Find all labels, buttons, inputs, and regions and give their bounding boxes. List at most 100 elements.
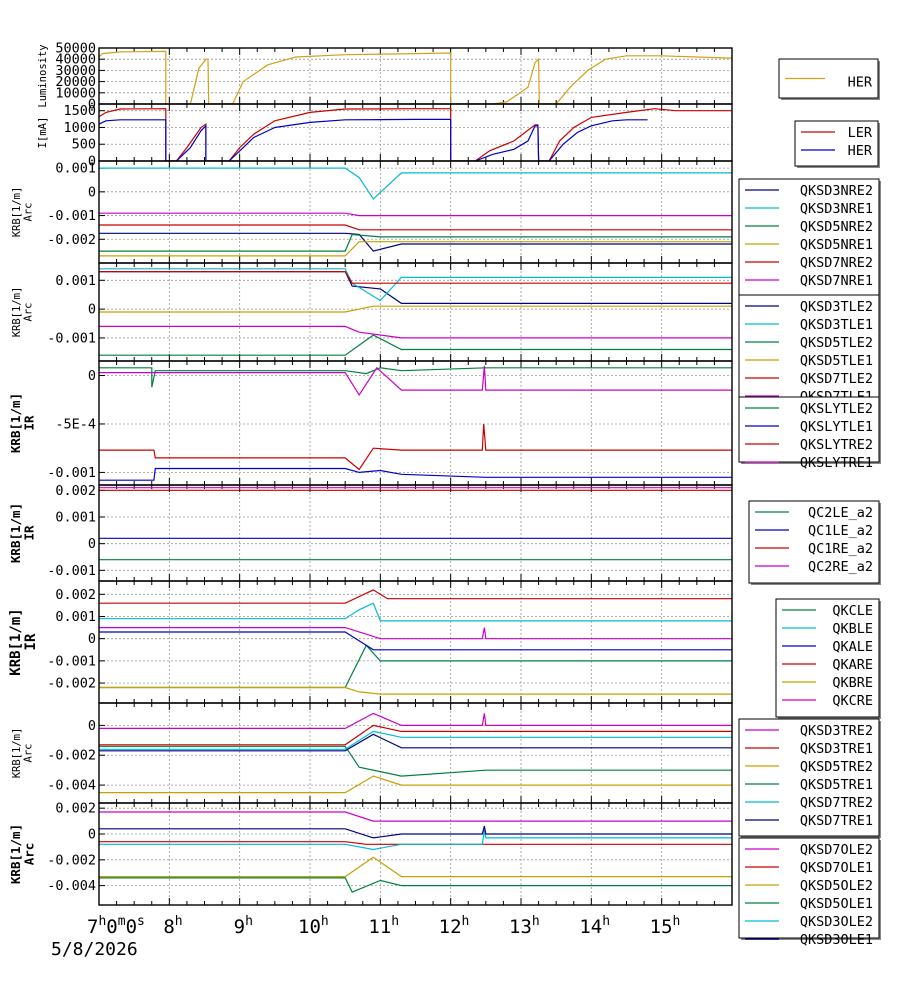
series-line-QKSD7TRE1 (99, 733, 732, 752)
legend-label: QKCLE (832, 603, 873, 619)
legend-label: QKSD3TRE2 (800, 723, 873, 739)
y-axis-label: I[mA] (37, 117, 49, 149)
y-tick-label: 1500 (63, 103, 96, 119)
legend-label: QKBLE (832, 621, 873, 637)
y-tick-label: -0.002 (47, 748, 96, 764)
y-tick-label: -0.001 (47, 330, 96, 346)
legend-4: QKSD3TLE2 QKSD3TLE1 QKSD5TLE2 QKSD5TLE1 QKSD… (738, 294, 881, 414)
x-tick-label: 12h (439, 914, 470, 938)
legend-label: QKSD7OLE1 (800, 860, 873, 876)
legend-label: QC2RE_a2 (808, 559, 873, 575)
legend-label: QKSLYTRE2 (800, 437, 873, 453)
y-tick-label: 0.002 (55, 801, 96, 817)
series-line-QKSD3TRE2 (99, 712, 732, 730)
series-line-QKSLYTLE1 (99, 467, 732, 481)
x-tick-label: 11h (368, 914, 399, 938)
y-tick-label: 0.001 (55, 273, 96, 289)
y-axis-label: KRB[1/m] (8, 824, 23, 884)
panel-3: 0.001 0 -0.001 -0.002 KRB[1/m] Arc (11, 160, 733, 264)
series-line-QKARE (99, 589, 732, 604)
series-line-QKSD3OLE2 (99, 829, 732, 851)
y-axis-label: Arc (22, 843, 37, 866)
y-tick-label: -5E-4 (55, 416, 96, 432)
y-axis-label: Arc (23, 203, 35, 222)
legend-label: QC1RE_a2 (808, 541, 873, 557)
series-line-QKSD3NRE1 (99, 167, 732, 200)
y-tick-label: -0.001 (47, 653, 96, 669)
series-line-QKSD5TLE2 (99, 334, 732, 356)
y-axis-label: KRB[1/m] (8, 608, 24, 675)
x-tick-label: 8h (163, 914, 182, 938)
series-line-QKSD5OLE2 (99, 856, 732, 878)
panel-frame (98, 702, 733, 804)
series-line-QKSD7NRE2 (99, 224, 732, 231)
legend-5: QKSLYTLE2 QKSLYTLE1 QKSLYTRE2 QKSLYTRE1 (738, 396, 881, 471)
series-line-QKSLYTRE1 (99, 365, 732, 397)
series-line-QKSLYTRE2 (99, 423, 732, 471)
y-tick-label: 40000 (55, 52, 96, 68)
series-line-QKSD5TRE2 (99, 775, 732, 794)
y-axis-label: Arc (23, 744, 35, 763)
y-tick-label: 20000 (55, 74, 96, 90)
y-tick-label: 50000 (55, 41, 96, 57)
series-line-QKCLE (99, 644, 732, 689)
legend-label: QKSD3OLE2 (800, 914, 873, 930)
y-tick-label: 0.002 (55, 483, 96, 499)
y-axis-label: KRB[1/m] (11, 728, 23, 779)
legend-box (794, 120, 879, 167)
panel-frame (98, 103, 733, 162)
legend-label: QKSD3OLE1 (800, 932, 873, 948)
y-tick-label: -0.001 (47, 465, 96, 481)
x-tick-label: 14h (579, 914, 610, 938)
series-line-QKALE (99, 631, 732, 651)
series-line-QKSD5TLE1 (99, 305, 732, 313)
y-tick-label: -0.004 (47, 878, 96, 894)
legend-label: QC2LE_a2 (808, 505, 873, 521)
series-line-QKSD5NRE1 (99, 241, 732, 257)
series-line-QKSD3TRE1 (99, 724, 732, 746)
series-line-QKSD5TRE1 (99, 745, 732, 777)
legend-label: QKSD7TRE2 (800, 795, 873, 811)
legend-9: QKSD7OLE2 QKSD7OLE1 QKSD5OLE2 QKSD5OLE1 QKSD… (738, 837, 881, 948)
y-tick-label: 0.001 (55, 510, 96, 526)
y-tick-label: 30000 (55, 63, 96, 79)
series-line-QKSD7OLE2 (99, 811, 732, 822)
legend-1: HER (778, 58, 880, 100)
legend-box (738, 718, 880, 837)
series-line-QKSD5NRE2 (99, 233, 732, 252)
y-axis-label: IR (22, 415, 37, 431)
legend-6: QC2LE_a2 QC1LE_a2 QC1RE_a2 QC2RE_a2 (748, 500, 881, 585)
y-tick-label: 0 (88, 368, 96, 384)
y-tick-label: -0.002 (47, 676, 96, 692)
y-tick-label: 0 (88, 536, 96, 552)
legend-2: LER HER (794, 120, 880, 168)
legend-label: QKSD7OLE2 (800, 842, 873, 858)
legend-label: QKSD5TRE1 (800, 777, 873, 793)
legend-label: QKSD7NRE1 (800, 273, 873, 289)
series-line-QKSD7TLE1 (99, 325, 732, 339)
x-tick-label: 13h (509, 914, 540, 938)
y-tick-label: 0 (88, 302, 96, 318)
y-axis-label: KRB[1/m] (8, 503, 23, 563)
panel-frame (98, 160, 733, 264)
y-tick-label: 0 (88, 184, 96, 200)
legend-label: QKSD3NRE1 (800, 201, 873, 217)
y-tick-label: 0 (88, 826, 96, 842)
y-tick-label: 0.001 (55, 609, 96, 625)
series-line-QKSLYTLE2 (99, 367, 732, 388)
series-line-QKSD7TRE2 (99, 730, 732, 750)
legend-label: QKSD5TLE2 (800, 335, 873, 351)
y-axis-label: Luminosity (37, 44, 49, 107)
legend-7: QKCLE QKBLE QKALE QKARE QKBRE QKCRE (775, 598, 881, 719)
panel-5: 0 -5E-4 -0.001 KRB[1/m]IR (8, 360, 733, 486)
series-line-QKSD5OLE1 (99, 877, 732, 893)
legend-label: QKSLYTRE1 (800, 455, 873, 471)
legend-label: QC1LE_a2 (808, 523, 873, 539)
series-line-HER (99, 118, 648, 161)
y-axis-label: KRB[1/m] (8, 393, 23, 453)
series-line-QKSD3TLE1 (99, 268, 732, 302)
series-line-QKBLE (99, 602, 732, 622)
series-line-QKSD7TLE2 (99, 271, 732, 284)
legend-label: QKBRE (832, 675, 873, 691)
y-axis-label: KRB[1/m] (11, 187, 23, 238)
